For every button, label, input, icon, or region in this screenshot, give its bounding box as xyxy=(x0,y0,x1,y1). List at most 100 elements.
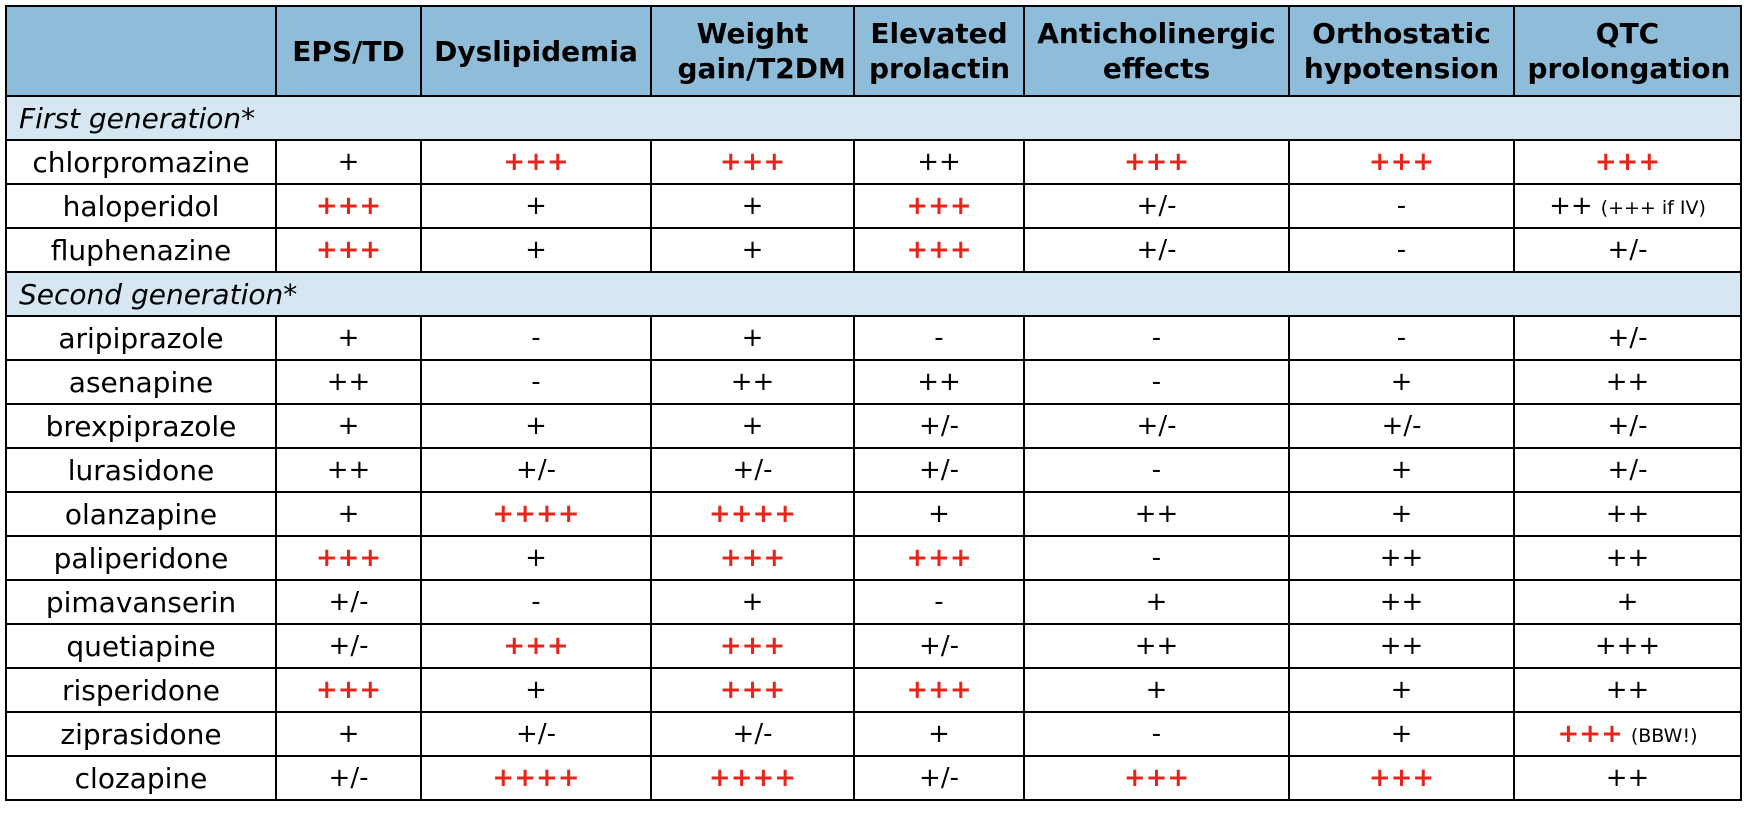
rating-cell: + xyxy=(275,139,422,185)
rating-value: ++++ xyxy=(708,763,797,793)
rating-cell: + xyxy=(650,315,855,361)
rating-value: +++ xyxy=(906,191,972,221)
drug-name: lurasidone xyxy=(5,447,277,493)
drug-name: asenapine xyxy=(5,359,277,405)
rating-value: - xyxy=(1151,719,1162,749)
rating-cell: + xyxy=(420,183,652,229)
rating-value: ++ xyxy=(326,455,371,485)
rating-value: ++ xyxy=(326,367,371,397)
rating-value: +/- xyxy=(919,411,959,441)
rating-value: + xyxy=(1616,587,1639,617)
rating-cell: +++ xyxy=(650,535,855,581)
section-row: Second generation* xyxy=(5,271,1742,317)
rating-value: - xyxy=(934,587,944,617)
rating-cell: +/- xyxy=(1023,403,1290,449)
rating-cell: + xyxy=(420,403,652,449)
rating-cell: +/- xyxy=(275,755,422,801)
rating-value: +/- xyxy=(328,587,369,617)
rating-value: +/- xyxy=(1607,235,1648,265)
rating-cell: - xyxy=(1023,711,1290,757)
rating-cell: ++ xyxy=(1513,359,1742,405)
rating-cell: +++ xyxy=(1513,623,1742,669)
drug-name: aripiprazole xyxy=(5,315,277,361)
rating-cell: + xyxy=(1513,579,1742,625)
header-qtc: QTC prolongation xyxy=(1513,5,1742,97)
header-eps-td: EPS/TD xyxy=(275,5,422,97)
rating-value: ++ xyxy=(1605,499,1650,529)
rating-cell: +++ xyxy=(853,535,1025,581)
rating-cell: ++++ xyxy=(420,755,652,801)
rating-value: ++ xyxy=(1605,763,1650,793)
rating-value: +/- xyxy=(328,631,369,661)
rating-cell: +/- xyxy=(1288,403,1515,449)
rating-cell: - xyxy=(853,315,1025,361)
rating-value: +/- xyxy=(919,631,959,661)
rating-value: +++ xyxy=(719,147,786,177)
rating-value: - xyxy=(531,587,541,617)
rating-value: - xyxy=(1151,367,1162,397)
rating-cell: +/- xyxy=(420,447,652,493)
table-row: brexpiprazole + + + +/- +/- +/- +/- xyxy=(5,403,1742,449)
table-row: olanzapine + ++++ ++++ + ++ + ++ xyxy=(5,491,1742,537)
rating-cell: +++ xyxy=(650,667,855,713)
rating-cell: + xyxy=(1023,667,1290,713)
header-weight-gain: Weight gain/T2DM xyxy=(650,5,855,97)
rating-value: +++ xyxy=(1368,147,1435,177)
rating-cell: - xyxy=(1288,183,1515,229)
rating-value: +/- xyxy=(732,455,773,485)
rating-value: + xyxy=(741,587,764,617)
drug-name: paliperidone xyxy=(5,535,277,581)
rating-value: + xyxy=(1145,675,1168,705)
rating-cell: ++ xyxy=(1023,623,1290,669)
rating-cell: + xyxy=(650,403,855,449)
rating-value: +/- xyxy=(1381,411,1422,441)
rating-value: + xyxy=(525,675,547,705)
rating-cell: ++ xyxy=(1288,535,1515,581)
rating-note: (+++ if IV) xyxy=(1600,197,1706,219)
table-row: quetiapine +/- +++ +++ +/- ++ ++ +++ xyxy=(5,623,1742,669)
rating-cell: ++ xyxy=(275,359,422,405)
header-corner xyxy=(5,5,277,97)
rating-value: ++ xyxy=(1379,587,1424,617)
rating-cell: +/- xyxy=(1023,183,1290,229)
rating-cell: +++ xyxy=(275,183,422,229)
rating-value: ++ xyxy=(917,367,961,397)
rating-cell: ++ xyxy=(1288,579,1515,625)
rating-cell: +/- xyxy=(1513,315,1742,361)
rating-cell: +++ xyxy=(853,227,1025,273)
rating-cell: ++ xyxy=(650,359,855,405)
rating-value: +/- xyxy=(516,719,556,749)
rating-cell: ++ xyxy=(853,359,1025,405)
rating-cell: ++ xyxy=(275,447,422,493)
section-row: First generation* xyxy=(5,95,1742,141)
table-row: clozapine +/- ++++ ++++ +/- +++ +++ ++ xyxy=(5,755,1742,801)
drug-name: haloperidol xyxy=(5,183,277,229)
rating-value: +/- xyxy=(919,455,959,485)
rating-cell: + xyxy=(1023,579,1290,625)
antipsychotic-side-effects-table: EPS/TD Dyslipidemia Weight gain/T2DM Ele… xyxy=(5,5,1742,801)
rating-cell: + xyxy=(275,315,422,361)
section-title: First generation* xyxy=(5,95,1742,141)
rating-value: - xyxy=(1151,323,1162,353)
rating-cell: ++++ xyxy=(650,755,855,801)
rating-cell: + xyxy=(1288,447,1515,493)
rating-cell: - xyxy=(1023,359,1290,405)
rating-cell: +/- xyxy=(1513,227,1742,273)
rating-value: ++ xyxy=(917,147,961,177)
rating-value: - xyxy=(1396,235,1407,265)
rating-value: + xyxy=(525,235,547,265)
rating-value: - xyxy=(531,367,541,397)
header-anticholinergic: Anticholinergic effects xyxy=(1023,5,1290,97)
rating-value: + xyxy=(1145,587,1168,617)
rating-value: +++ xyxy=(1368,763,1435,793)
rating-cell: ++ xyxy=(1288,623,1515,669)
rating-value: +/- xyxy=(919,763,959,793)
rating-value: - xyxy=(1151,455,1162,485)
rating-cell: ++++ xyxy=(650,491,855,537)
table-row: pimavanserin +/- - + - + ++ + xyxy=(5,579,1742,625)
rating-cell: ++ (+++ if IV) xyxy=(1513,183,1742,229)
rating-value: +++ xyxy=(906,235,972,265)
rating-cell: + xyxy=(275,403,422,449)
rating-value: ++ xyxy=(1134,499,1179,529)
rating-value: ++++ xyxy=(492,499,580,529)
